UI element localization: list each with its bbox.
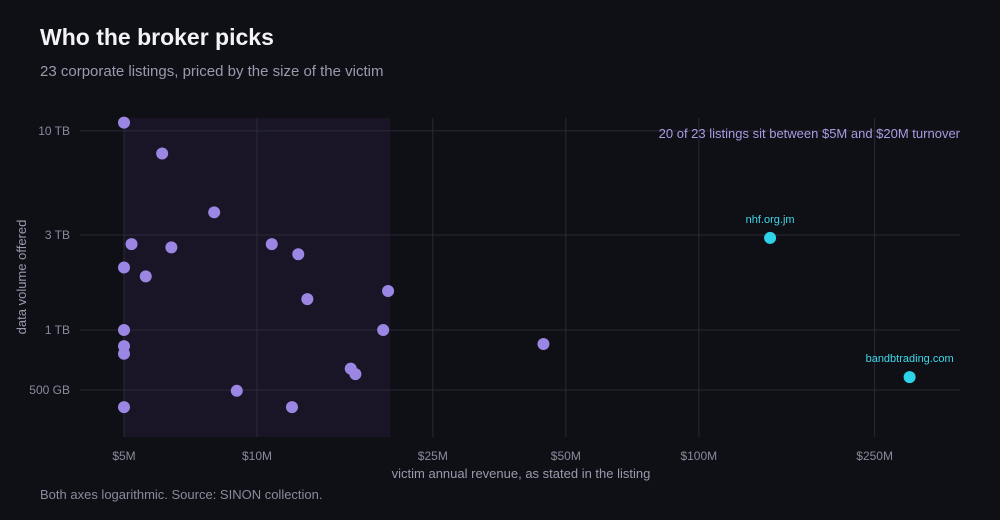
x-tick-label: $50M [551,449,581,463]
data-point [265,238,278,251]
data-point [165,241,178,254]
grid-lines [80,118,960,437]
y-tick-label: 10 TB [38,124,70,138]
y-axis-ticks: 500 GB 1 TB 3 TB 10 TB [29,124,70,397]
y-axis-label: data volume offered [14,220,29,335]
x-axis-label: victim annual revenue, as stated in the … [392,466,651,481]
data-point [230,384,243,397]
x-tick-label: $250M [856,449,893,463]
band-annotation: 20 of 23 listings sit between $5M and $2… [659,126,961,141]
data-point [125,238,138,251]
x-tick-label: $100M [680,449,717,463]
chart-subtitle: 23 corporate listings, priced by the siz… [40,63,384,80]
x-tick-label: $5M [112,449,135,463]
data-point [139,270,152,283]
data-point [156,147,169,160]
data-point [537,338,550,351]
data-point [285,401,298,414]
point-label: bandbtrading.com [866,353,954,365]
x-tick-label: $10M [242,449,272,463]
data-point [292,248,305,261]
data-points: nhf.org.jm bandbtrading.com [118,116,954,414]
footnote: Both axes logarithmic. Source: SINON col… [40,487,323,502]
y-tick-label: 3 TB [45,228,70,242]
highlighted-point [764,231,777,244]
data-point [301,293,314,306]
data-point [118,261,130,274]
data-point [377,324,390,336]
data-point [349,368,362,381]
y-tick-label: 500 GB [29,383,70,397]
y-tick-label: 1 TB [45,323,70,337]
data-point [382,284,395,297]
point-label: nhf.org.jm [746,214,795,226]
data-point [118,116,130,129]
data-point [118,324,130,336]
data-point [118,401,130,414]
x-tick-label: $25M [418,449,448,463]
data-point [118,347,130,360]
x-axis-ticks: $5M $10M $25M $50M $100M $250M [112,449,893,463]
highlighted-point [903,371,916,384]
data-point [208,206,221,219]
chart-title: Who the broker picks [40,24,274,50]
